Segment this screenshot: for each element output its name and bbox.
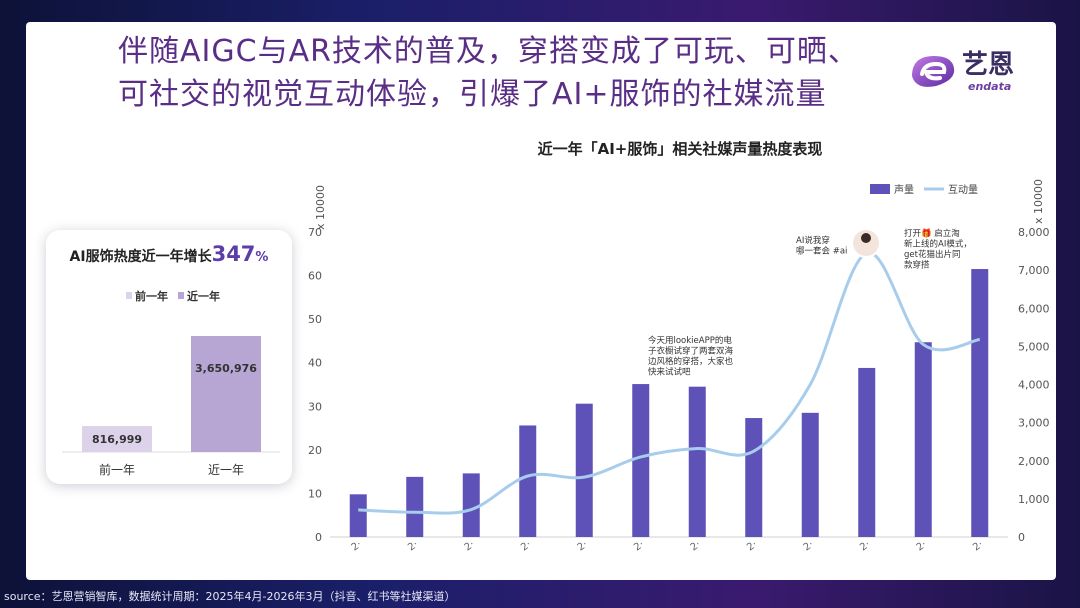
bar-volume [575,403,593,537]
kpi-value-label: 816,999 [92,433,142,446]
y-right-axis-label: x 10000 [1032,179,1045,224]
bar-volume [971,269,989,537]
legend-swatch-volume [870,184,890,194]
y-right-tick-label: 7,000 [1018,264,1050,277]
y-right-tick-label: 3,000 [1018,417,1050,430]
x-tick-label: 2· [350,539,364,553]
annotation-text: 快来试试吧 [648,367,691,378]
y-left-tick-label: 20 [308,444,322,457]
y-left-tick-label: 10 [308,487,322,500]
bar-volume [858,367,876,537]
y-right-tick-label: 8,000 [1018,226,1050,239]
x-tick-label: 2· [915,539,929,553]
kpi-category-label: 前一年 [99,462,135,477]
y-left-tick-label: 70 [308,226,322,239]
kpi-bar [82,426,152,452]
x-tick-label: 2· [858,539,872,553]
y-right-tick-label: 6,000 [1018,302,1050,315]
bar-volume [462,473,480,537]
headline-line-2: 可社交的视觉互动体验，引爆了AI+服饰的社媒流量 [118,77,827,112]
y-right-tick-label: 4,000 [1018,379,1050,392]
legend-label-volume: 声量 [894,183,914,196]
annotation-text: get花猫出片同 [904,249,960,260]
kpi-value-label: 3,650,976 [195,362,257,375]
kpi-legend-swatch [126,292,132,299]
kpi-legend-swatch [178,292,184,299]
annotation-text: 款穿搭 [904,260,930,271]
kpi-card: AI服饰热度近一年增长347% 前一年 近一年 816,999 前一年 3,650,97… [46,230,292,484]
annotation-text: 哪一套会 #ai [796,246,847,257]
kpi-bar [191,336,261,452]
x-tick-label: 2· [519,539,533,553]
y-right-tick-label: 0 [1018,531,1025,544]
bar-volume [801,412,819,537]
headline-line-1: 伴随AIGC与AR技术的普及，穿搭变成了可玩、可晒、 [118,34,859,69]
annotation-text: AI说我穿 [796,235,830,246]
annotation-text: 子衣橱试穿了两套双海 [648,346,734,357]
y-left-tick-label: 60 [308,270,322,283]
x-tick-label: 2· [971,539,985,553]
avatar-hair-icon [861,233,871,243]
y-right-tick-label: 2,000 [1018,455,1050,468]
y-left-tick-label: 40 [308,357,322,370]
bar-volume [519,425,537,537]
bar-volume [632,384,650,537]
annotation-text: 新上线的AI模式， [904,239,972,250]
x-tick-label: 2· [406,539,420,553]
y-right-tick-label: 1,000 [1018,493,1050,506]
y-left-tick-label: 50 [308,313,322,326]
kpi-legend-label: 近一年 [187,289,220,303]
bar-volume [745,418,763,537]
x-tick-label: 2· [689,539,703,553]
x-tick-label: 2· [463,539,477,553]
y-left-tick-label: 0 [315,531,322,544]
bar-volume [406,476,424,537]
source-note: source：艺恩营销智库，数据统计周期：2025年4月-2026年3月（抖音、… [4,590,456,603]
legend-label-interaction: 互动量 [948,184,978,196]
y-left-axis-label: x 10000 [314,185,327,230]
kpi-title-text: AI服饰热度近一年增长 [69,249,212,265]
bar-volume [688,386,706,537]
x-tick-label: 2· [745,539,759,553]
x-tick-label: 2· [576,539,590,553]
kpi-growth-unit: % [255,250,269,265]
bar-volume [914,342,932,537]
line-interaction [358,251,981,515]
endata-logo-icon [912,56,955,87]
kpi-growth-value: 347 [211,242,256,266]
logo-text-cn: 艺恩 [962,50,1015,80]
headline: 伴随AIGC与AR技术的普及，穿搭变成了可玩、可晒、 可社交的视觉互动体验，引爆… [118,30,859,116]
logo-text-en: endata [968,80,1012,93]
kpi-title: AI服饰热度近一年增长347% [58,242,280,266]
annotation-text: 今天用lookieAPP的电 [648,335,732,346]
y-right-tick-label: 5,000 [1018,340,1050,353]
annotation-text: 边风格的穿搭，大家也 [648,356,734,367]
kpi-category-label: 近一年 [208,463,244,477]
x-tick-label: 2· [802,539,816,553]
annotation-text: 打开🎁 启立淘 [904,228,960,239]
kpi-legend-label: 前一年 [135,289,168,303]
x-tick-label: 2· [632,539,646,553]
chart-title: 近一年「AI+服饰」相关社媒声量热度表现 [537,140,823,158]
y-left-tick-label: 30 [308,400,322,413]
bar-volume [349,494,367,537]
